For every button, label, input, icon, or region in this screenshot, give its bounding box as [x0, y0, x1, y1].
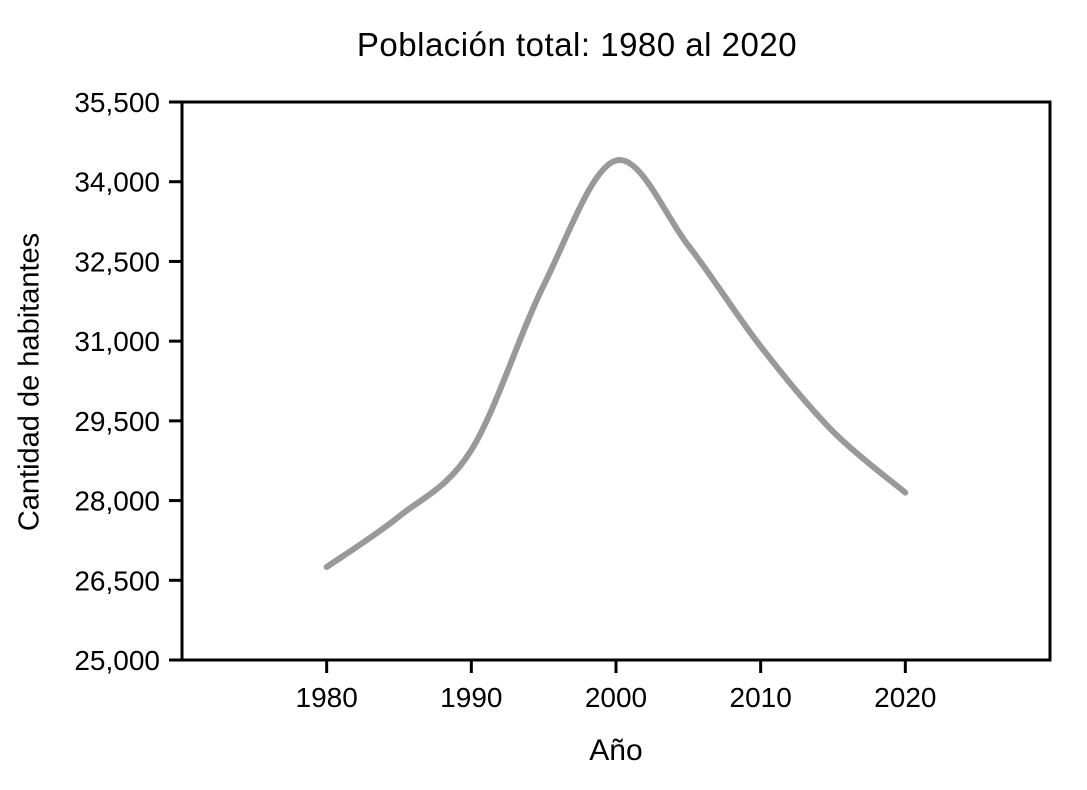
x-tick-label: 1980: [296, 682, 358, 713]
population-series-line: [323, 157, 909, 570]
y-tick-label: 34,000: [74, 167, 160, 198]
y-tick-label: 29,500: [74, 406, 160, 437]
x-tick-label: 1990: [440, 682, 502, 713]
axes-frame: [180, 100, 1052, 662]
x-axis-label: Año: [589, 734, 643, 767]
x-tick-label: 2010: [730, 682, 792, 713]
x-tick-label: 2020: [874, 682, 936, 713]
x-tick-label: 2000: [585, 682, 647, 713]
y-tick-label: 25,000: [74, 645, 160, 676]
y-tick-label: 28,000: [74, 486, 160, 517]
y-tick-label: 32,500: [74, 246, 160, 277]
y-tick-label: 26,500: [74, 565, 160, 596]
chart-title: Población total: 1980 al 2020: [356, 26, 798, 63]
y-tick-label: 35,500: [74, 87, 160, 118]
y-tick-label: 31,000: [74, 326, 160, 357]
